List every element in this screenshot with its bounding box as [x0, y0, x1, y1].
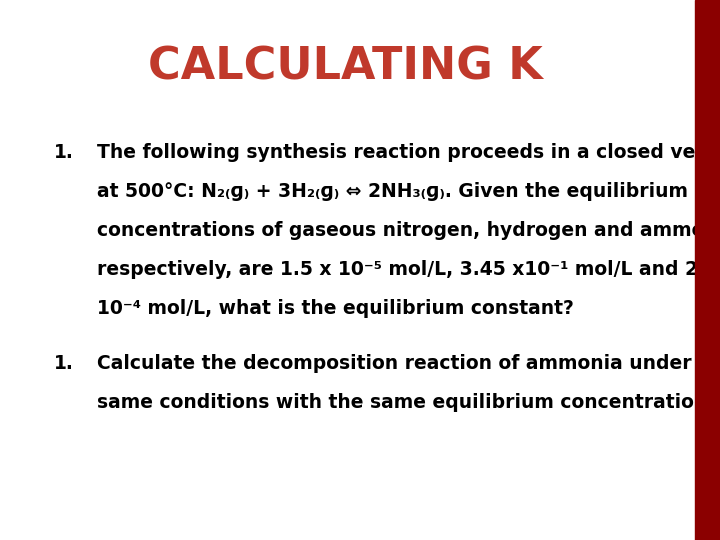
Text: Calculate the decomposition reaction of ammonia under the: Calculate the decomposition reaction of …: [97, 354, 720, 373]
Text: 1.: 1.: [54, 143, 74, 162]
Text: The following synthesis reaction proceeds in a closed vessel: The following synthesis reaction proceed…: [97, 143, 720, 162]
Text: CALCULATING K: CALCULATING K: [148, 46, 543, 89]
Text: 1.: 1.: [54, 354, 74, 373]
Text: same conditions with the same equilibrium concentrations.: same conditions with the same equilibriu…: [97, 393, 720, 411]
Bar: [695, 0, 720, 540]
Text: 10⁻⁴ mol/L, what is the equilibrium constant?: 10⁻⁴ mol/L, what is the equilibrium cons…: [97, 299, 574, 318]
Text: at 500°C: N₂₍ɡ₎ + 3H₂₍ɡ₎ ⇔ 2NH₃₍ɡ₎. Given the equilibrium: at 500°C: N₂₍ɡ₎ + 3H₂₍ɡ₎ ⇔ 2NH₃₍ɡ₎. Give…: [97, 182, 688, 201]
Text: concentrations of gaseous nitrogen, hydrogen and ammonia,: concentrations of gaseous nitrogen, hydr…: [97, 221, 720, 240]
Text: respectively, are 1.5 x 10⁻⁵ mol/L, 3.45 x10⁻¹ mol/L and 2.00 x: respectively, are 1.5 x 10⁻⁵ mol/L, 3.45…: [97, 260, 720, 279]
